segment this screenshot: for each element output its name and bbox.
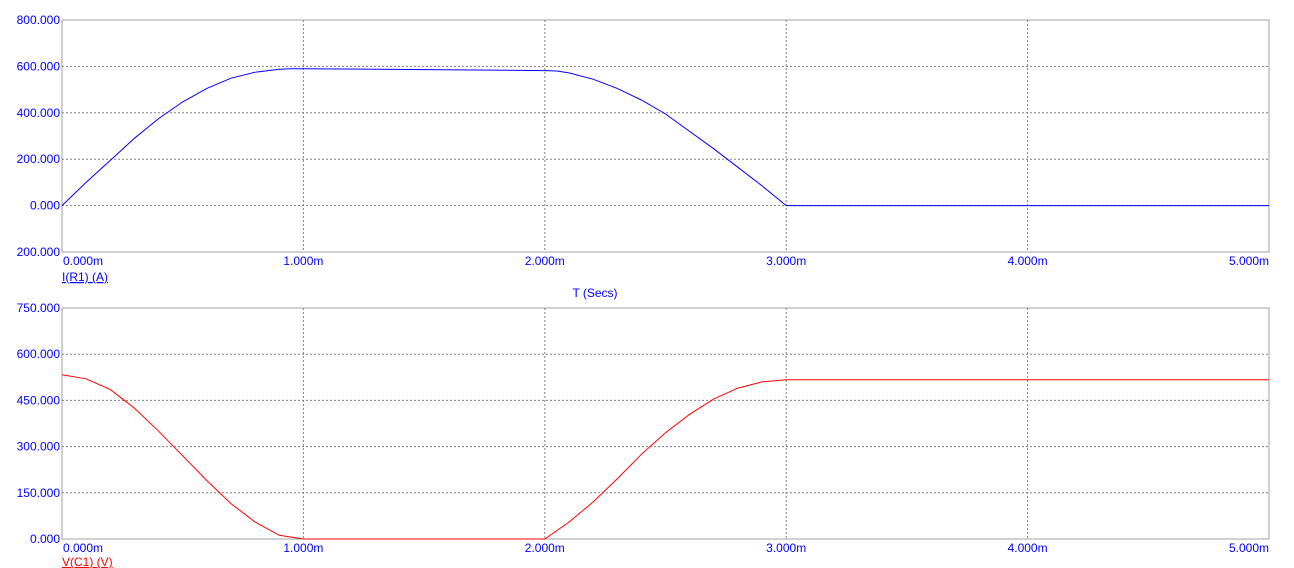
x-tick-label: 4.000m (1008, 254, 1048, 268)
x-tick-label: 5.000m (1229, 254, 1269, 268)
voltage-legend-label[interactable]: V(C1) (V) (62, 555, 113, 568)
y-tick-label: 0.000 (30, 199, 60, 213)
y-tick-label: 600.000 (17, 347, 61, 361)
x-axis-title: T (Secs) (572, 286, 617, 300)
plot-frame (62, 20, 1269, 252)
x-tick-label: 4.000m (1008, 541, 1048, 555)
x-tick-label: 2.000m (525, 254, 565, 268)
current-series-line (62, 69, 1269, 206)
y-tick-label: 300.000 (17, 440, 61, 454)
x-tick-label: 1.000m (283, 254, 323, 268)
x-tick-label: 3.000m (766, 541, 806, 555)
y-tick-label: 450.000 (17, 393, 61, 407)
y-tick-label: 600.000 (17, 59, 61, 73)
y-tick-label: 750.000 (17, 301, 61, 315)
x-tick-label: 5.000m (1229, 541, 1269, 555)
current-legend-label[interactable]: I(R1) (A) (62, 270, 108, 284)
x-tick-label: 1.000m (283, 541, 323, 555)
x-tick-label: 0.000m (63, 254, 103, 268)
y-tick-label: 800.000 (17, 13, 61, 27)
voltage-chart-panel: 750.000 600.000 450.000 300.000 150.000 0.000… (17, 301, 1269, 568)
plot-frame (62, 308, 1269, 539)
y-tick-label: 0.000 (30, 532, 60, 546)
y-tick-label: 400.000 (17, 106, 61, 120)
y-tick-label: 200.000 (17, 245, 61, 259)
x-tick-label: 0.000m (63, 541, 103, 555)
x-tick-label: 2.000m (525, 541, 565, 555)
voltage-series-line (62, 375, 1269, 539)
y-tick-label: 200.000 (17, 152, 61, 166)
x-tick-label: 3.000m (766, 254, 806, 268)
current-chart-panel: 800.000 600.000 400.000 200.000 0.000 200.000… (17, 13, 1269, 284)
y-tick-label: 150.000 (17, 486, 61, 500)
